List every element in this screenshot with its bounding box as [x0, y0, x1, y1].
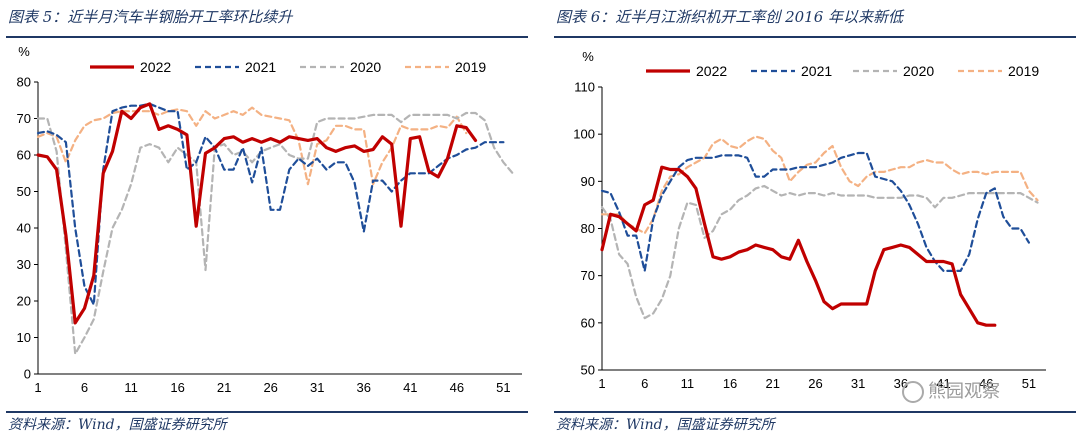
- series-line-2021: [36, 102, 505, 306]
- x-tick-label: 51: [1022, 376, 1036, 391]
- y-tick-label: 0: [24, 367, 31, 382]
- y-tick-label: 80: [17, 75, 31, 90]
- x-tick-label: 11: [124, 380, 138, 395]
- legend-label-2019: 2019: [1008, 63, 1039, 79]
- series-line-2019: [36, 106, 468, 186]
- x-tick-label: 26: [263, 380, 277, 395]
- legend-label-2020: 2020: [350, 59, 381, 75]
- legend-label-2020: 2020: [903, 63, 934, 79]
- x-tick-label: 31: [310, 380, 324, 395]
- x-tick-label: 1: [598, 376, 605, 391]
- legend-label-2019: 2019: [455, 59, 486, 75]
- y-tick-label: 40: [17, 221, 31, 236]
- x-tick-label: 21: [766, 376, 780, 391]
- source-rule: [6, 411, 528, 413]
- wechat-icon: [902, 381, 924, 403]
- legend-label-2021: 2021: [801, 63, 832, 79]
- series-line-2022: [600, 165, 997, 327]
- x-tick-label: 6: [641, 376, 648, 391]
- y-axis-label: %: [18, 44, 30, 59]
- series-line-2020: [600, 184, 1039, 320]
- y-tick-label: 50: [17, 184, 31, 199]
- x-tick-label: 46: [979, 376, 993, 391]
- x-tick-label: 41: [403, 380, 417, 395]
- y-tick-label: 100: [573, 127, 595, 142]
- x-tick-label: 36: [357, 380, 371, 395]
- x-tick-label: 51: [496, 380, 510, 395]
- y-tick-label: 60: [581, 315, 595, 330]
- legend-label-2022: 2022: [140, 59, 171, 75]
- y-tick-label: 50: [581, 363, 595, 378]
- x-tick-label: 21: [217, 380, 231, 395]
- title-rule: [6, 36, 528, 38]
- y-tick-label: 70: [17, 111, 31, 126]
- series-line-2021: [600, 151, 1030, 272]
- source-rule: [554, 411, 1076, 413]
- legend-label-2022: 2022: [696, 63, 727, 79]
- chart-panel-5: 图表 5：近半月汽车半钢胎开工率环比续升 % 0 10 20 30 40 50 60 70 80 1…: [6, 8, 528, 433]
- legend-label-2021: 2021: [245, 59, 276, 75]
- x-tick-label: 46: [450, 380, 464, 395]
- x-tick-label: 16: [723, 376, 737, 391]
- x-tick-label: 16: [170, 380, 184, 395]
- source-note: 资料来源：Wind，国盛证券研究所: [8, 417, 227, 433]
- y-axis-label: %: [582, 49, 594, 64]
- watermark-text: 熊园观察: [928, 381, 1000, 402]
- x-tick-label: 26: [808, 376, 822, 391]
- chart-panel-6: 图表 6：近半月江浙织机开工率创 2016 年以来新低 % 50 60 70 80 90 1…: [548, 0, 1080, 442]
- x-tick-label: 6: [81, 380, 88, 395]
- x-tick-label: 1: [34, 380, 41, 395]
- y-tick-label: 90: [581, 174, 595, 189]
- y-tick-label: 80: [581, 221, 595, 236]
- y-tick-label: 110: [574, 80, 595, 95]
- y-tick-label: 20: [17, 294, 31, 309]
- series-line-2019: [600, 135, 1039, 235]
- title-rule: [554, 36, 1076, 38]
- x-tick-label: 31: [851, 376, 865, 391]
- chart-title: 图表 5：近半月汽车半钢胎开工率环比续升: [8, 8, 293, 26]
- series-line-2020: [36, 111, 514, 355]
- y-tick-label: 10: [17, 330, 31, 345]
- watermark: 熊园观察: [902, 377, 1000, 403]
- source-note: 资料来源：Wind，国盛证券研究所: [556, 417, 775, 433]
- x-tick-label: 11: [681, 376, 695, 391]
- y-tick-label: 70: [581, 268, 595, 283]
- series-line-2022: [36, 102, 478, 325]
- chart-title: 图表 6：近半月江浙织机开工率创 2016 年以来新低: [556, 8, 904, 26]
- y-tick-label: 30: [17, 257, 31, 272]
- y-tick-label: 60: [17, 148, 31, 163]
- x-tick-label: 41: [936, 376, 950, 391]
